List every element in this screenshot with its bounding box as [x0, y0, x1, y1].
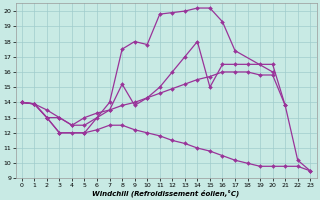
- X-axis label: Windchill (Refroidissement éolien,°C): Windchill (Refroidissement éolien,°C): [92, 189, 240, 197]
